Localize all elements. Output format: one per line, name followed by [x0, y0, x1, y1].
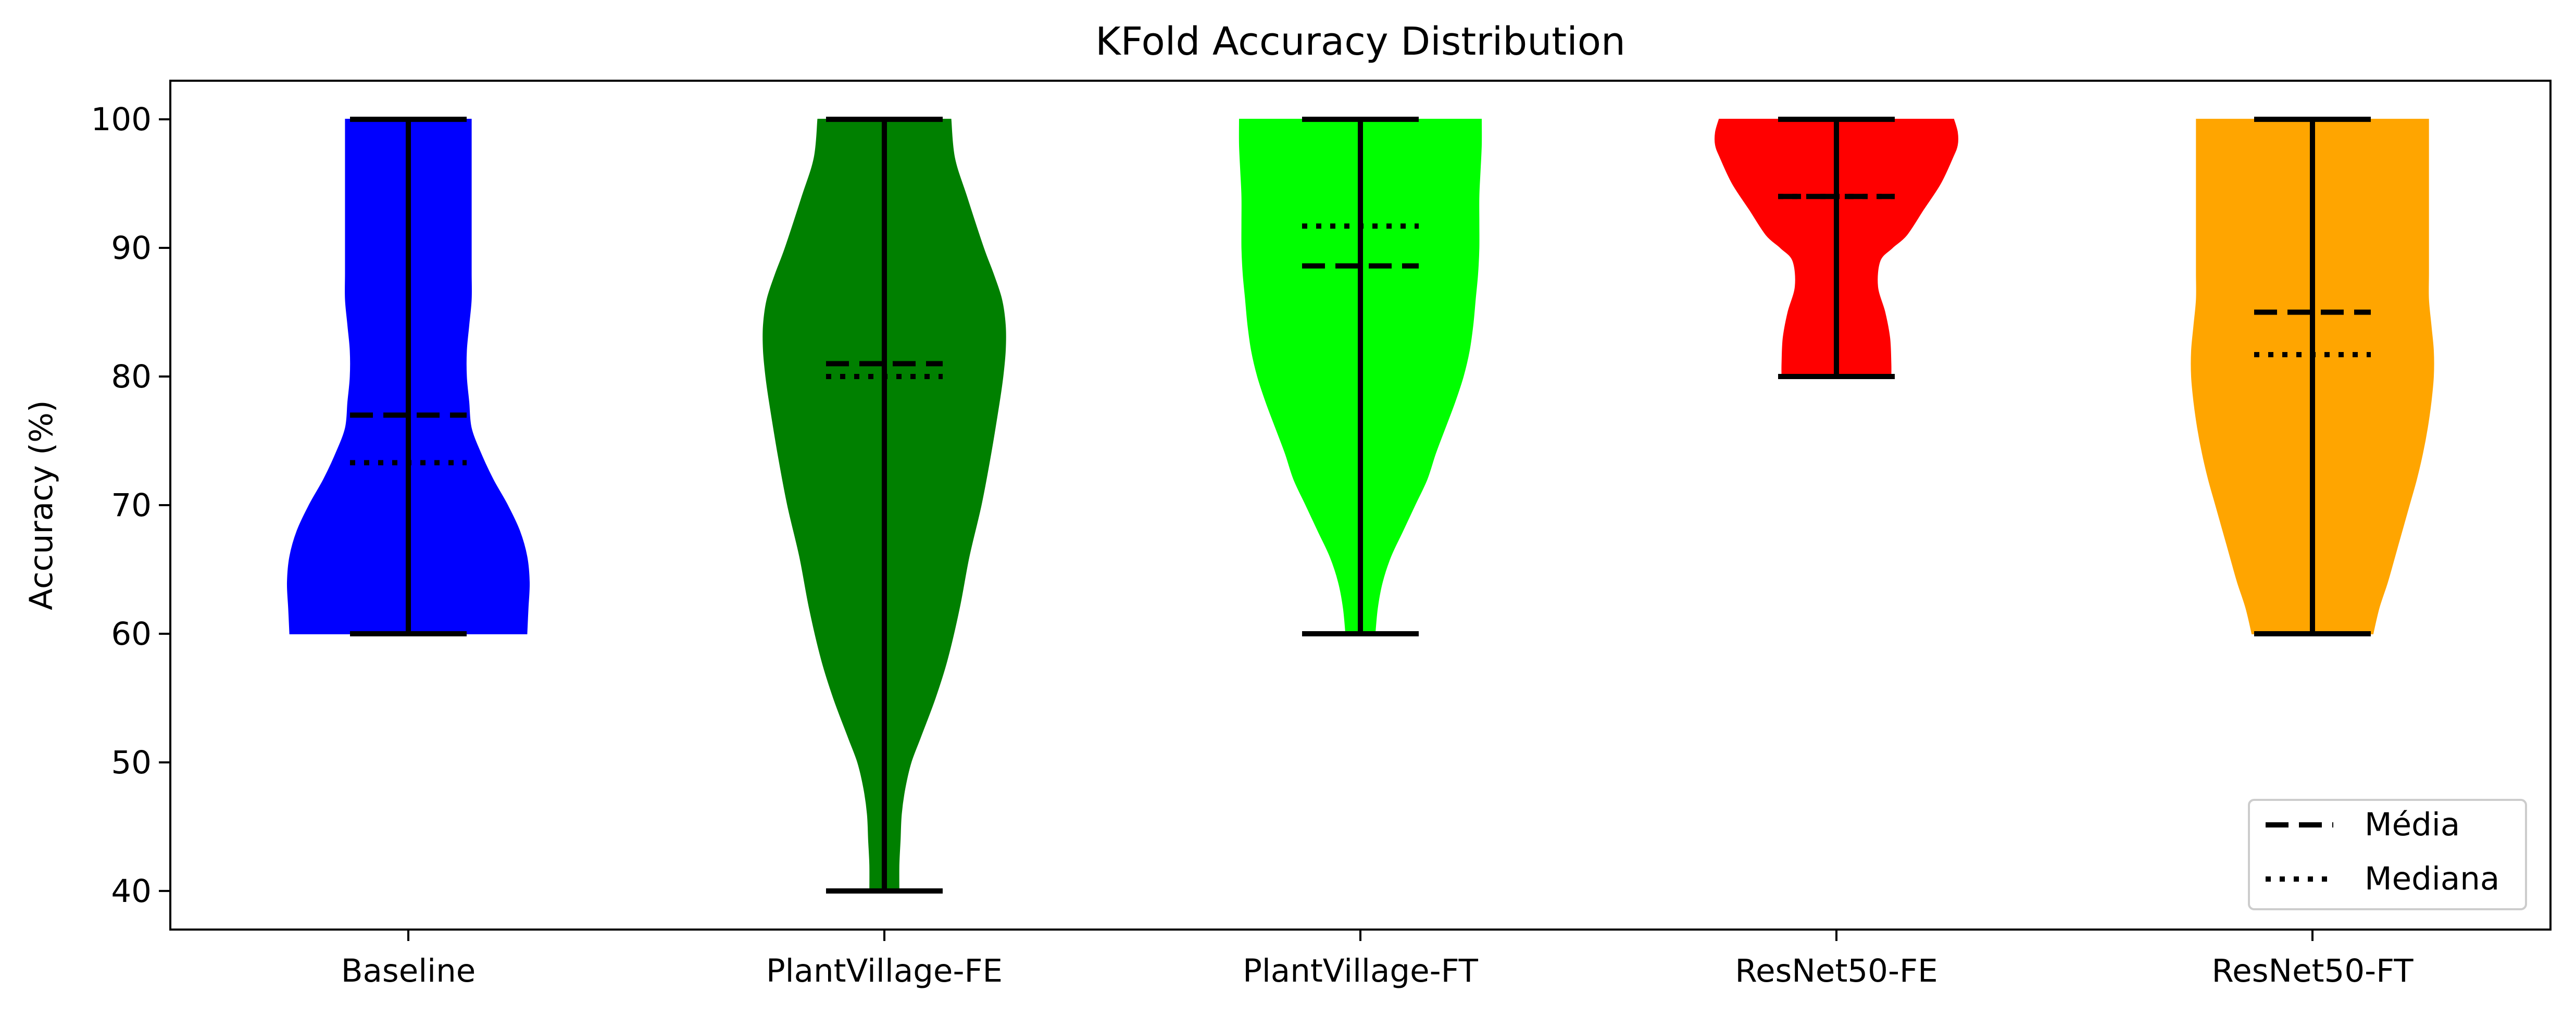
y-tick-label: 40: [111, 873, 152, 910]
x-tick-label: Baseline: [341, 952, 476, 989]
plot-frame: [169, 80, 2552, 931]
legend-median-label: Mediana: [2365, 860, 2499, 897]
y-tick-label: 50: [111, 744, 152, 781]
x-tick-label: ResNet50-FE: [1735, 952, 1937, 989]
x-tick-label: PlantVillage-FE: [766, 952, 1003, 989]
y-tick-label: 80: [111, 358, 152, 395]
violin-plantvillage-ft: [1239, 117, 1482, 636]
x-axis: Baseline PlantVillage-FE PlantVillage-FT Re…: [341, 930, 2414, 989]
y-tick-label: 60: [111, 616, 152, 653]
violin-resnet50-fe: [1714, 117, 1959, 380]
violin-layer: [286, 117, 2434, 894]
x-tick-label: PlantVillage-FT: [1243, 952, 1479, 989]
violin-baseline: [286, 117, 530, 636]
y-tick-label: 100: [91, 101, 152, 138]
y-tick-label: 90: [111, 230, 152, 267]
y-axis: 40 50 60 70 80 90 100: [91, 101, 170, 910]
legend-mean-label: Média: [2365, 806, 2460, 843]
violin-plantvillage-fe: [762, 117, 1006, 894]
y-tick-label: 70: [111, 487, 152, 524]
violin-resnet50-ft: [2191, 117, 2434, 636]
legend: Média Mediana: [2248, 799, 2527, 910]
chart-title: KFold Accuracy Distribution: [1095, 19, 1625, 64]
x-tick-label: ResNet50-FT: [2212, 952, 2414, 989]
y-axis-label: Accuracy (%): [23, 400, 60, 610]
